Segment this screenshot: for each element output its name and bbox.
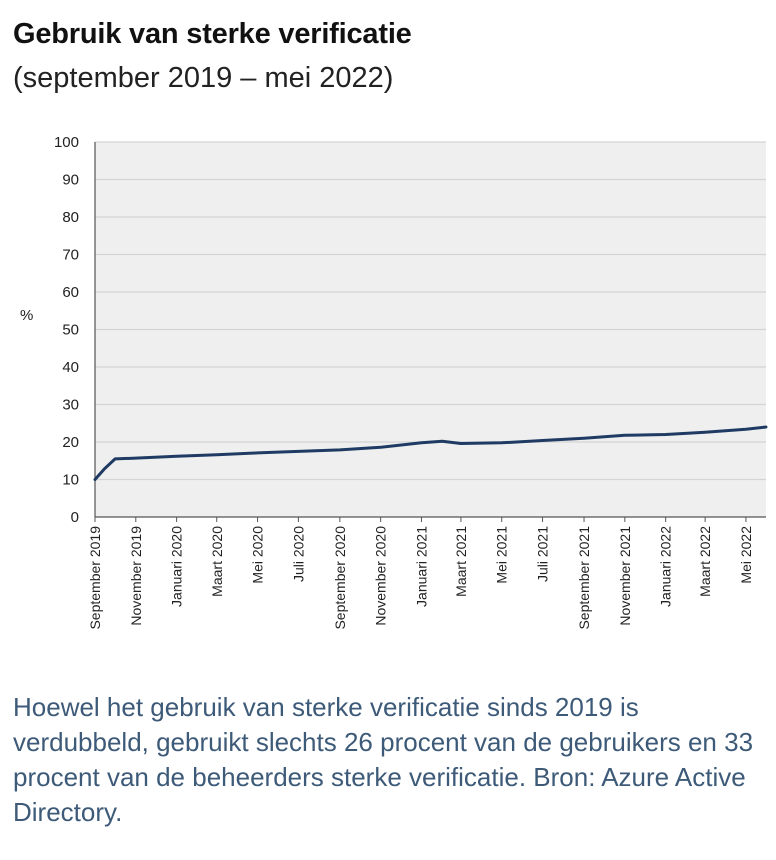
x-tick-label: Juli 2021 (535, 526, 551, 582)
x-tick-label: November 2019 (128, 526, 144, 626)
series-layer (93, 425, 768, 481)
x-tick-label: Mei 2022 (738, 526, 754, 584)
chart-subtitle: (september 2019 – mei 2022) (13, 62, 394, 94)
x-tick-label: Mei 2021 (494, 526, 510, 584)
x-tick-label: November 2021 (617, 526, 633, 626)
y-tick-label: 0 (71, 509, 79, 526)
x-tick-label: Maart 2020 (209, 526, 225, 597)
x-axis: September 2019 November 2019 Januari 2020 M… (87, 517, 754, 630)
plot-area (95, 141, 766, 517)
chart-title: Gebruik van sterke verificatie (13, 18, 412, 50)
caption: Hoewel het gebruik van sterke verificati… (13, 692, 754, 827)
x-tick-label: September 2021 (576, 526, 592, 630)
x-tick-label: Januari 2021 (413, 526, 429, 607)
y-tick-label: 20 (62, 434, 79, 451)
y-tick-label: 30 (62, 397, 79, 414)
y-tick-label: 100 (54, 134, 79, 151)
y-tick-label: 50 (62, 322, 79, 339)
x-tick-label: September 2020 (332, 526, 348, 630)
x-tick-label: Januari 2020 (169, 526, 185, 607)
y-axis-label: % (20, 307, 33, 324)
x-tick-label: November 2020 (373, 526, 389, 626)
line-chart: 0 10 20 30 40 50 60 70 80 90 100 September 2019 Nov… (20, 134, 768, 630)
y-tick-label: 10 (62, 472, 79, 489)
y-tick-label: 60 (62, 284, 79, 301)
x-tick-label: Mei 2020 (250, 526, 266, 584)
y-tick-label: 90 (62, 172, 79, 189)
y-tick-label: 80 (62, 209, 79, 226)
x-tick-label: Januari 2022 (658, 526, 674, 607)
x-tick-label: Maart 2021 (453, 526, 469, 597)
x-tick-label: September 2019 (87, 526, 103, 630)
x-tick-label: Juli 2020 (290, 526, 306, 582)
y-axis: 0 10 20 30 40 50 60 70 80 90 100 (54, 134, 766, 526)
series-line (93, 425, 768, 481)
y-tick-label: 40 (62, 359, 79, 376)
y-tick-label: 70 (62, 247, 79, 264)
x-tick-label: Maart 2022 (697, 526, 713, 597)
